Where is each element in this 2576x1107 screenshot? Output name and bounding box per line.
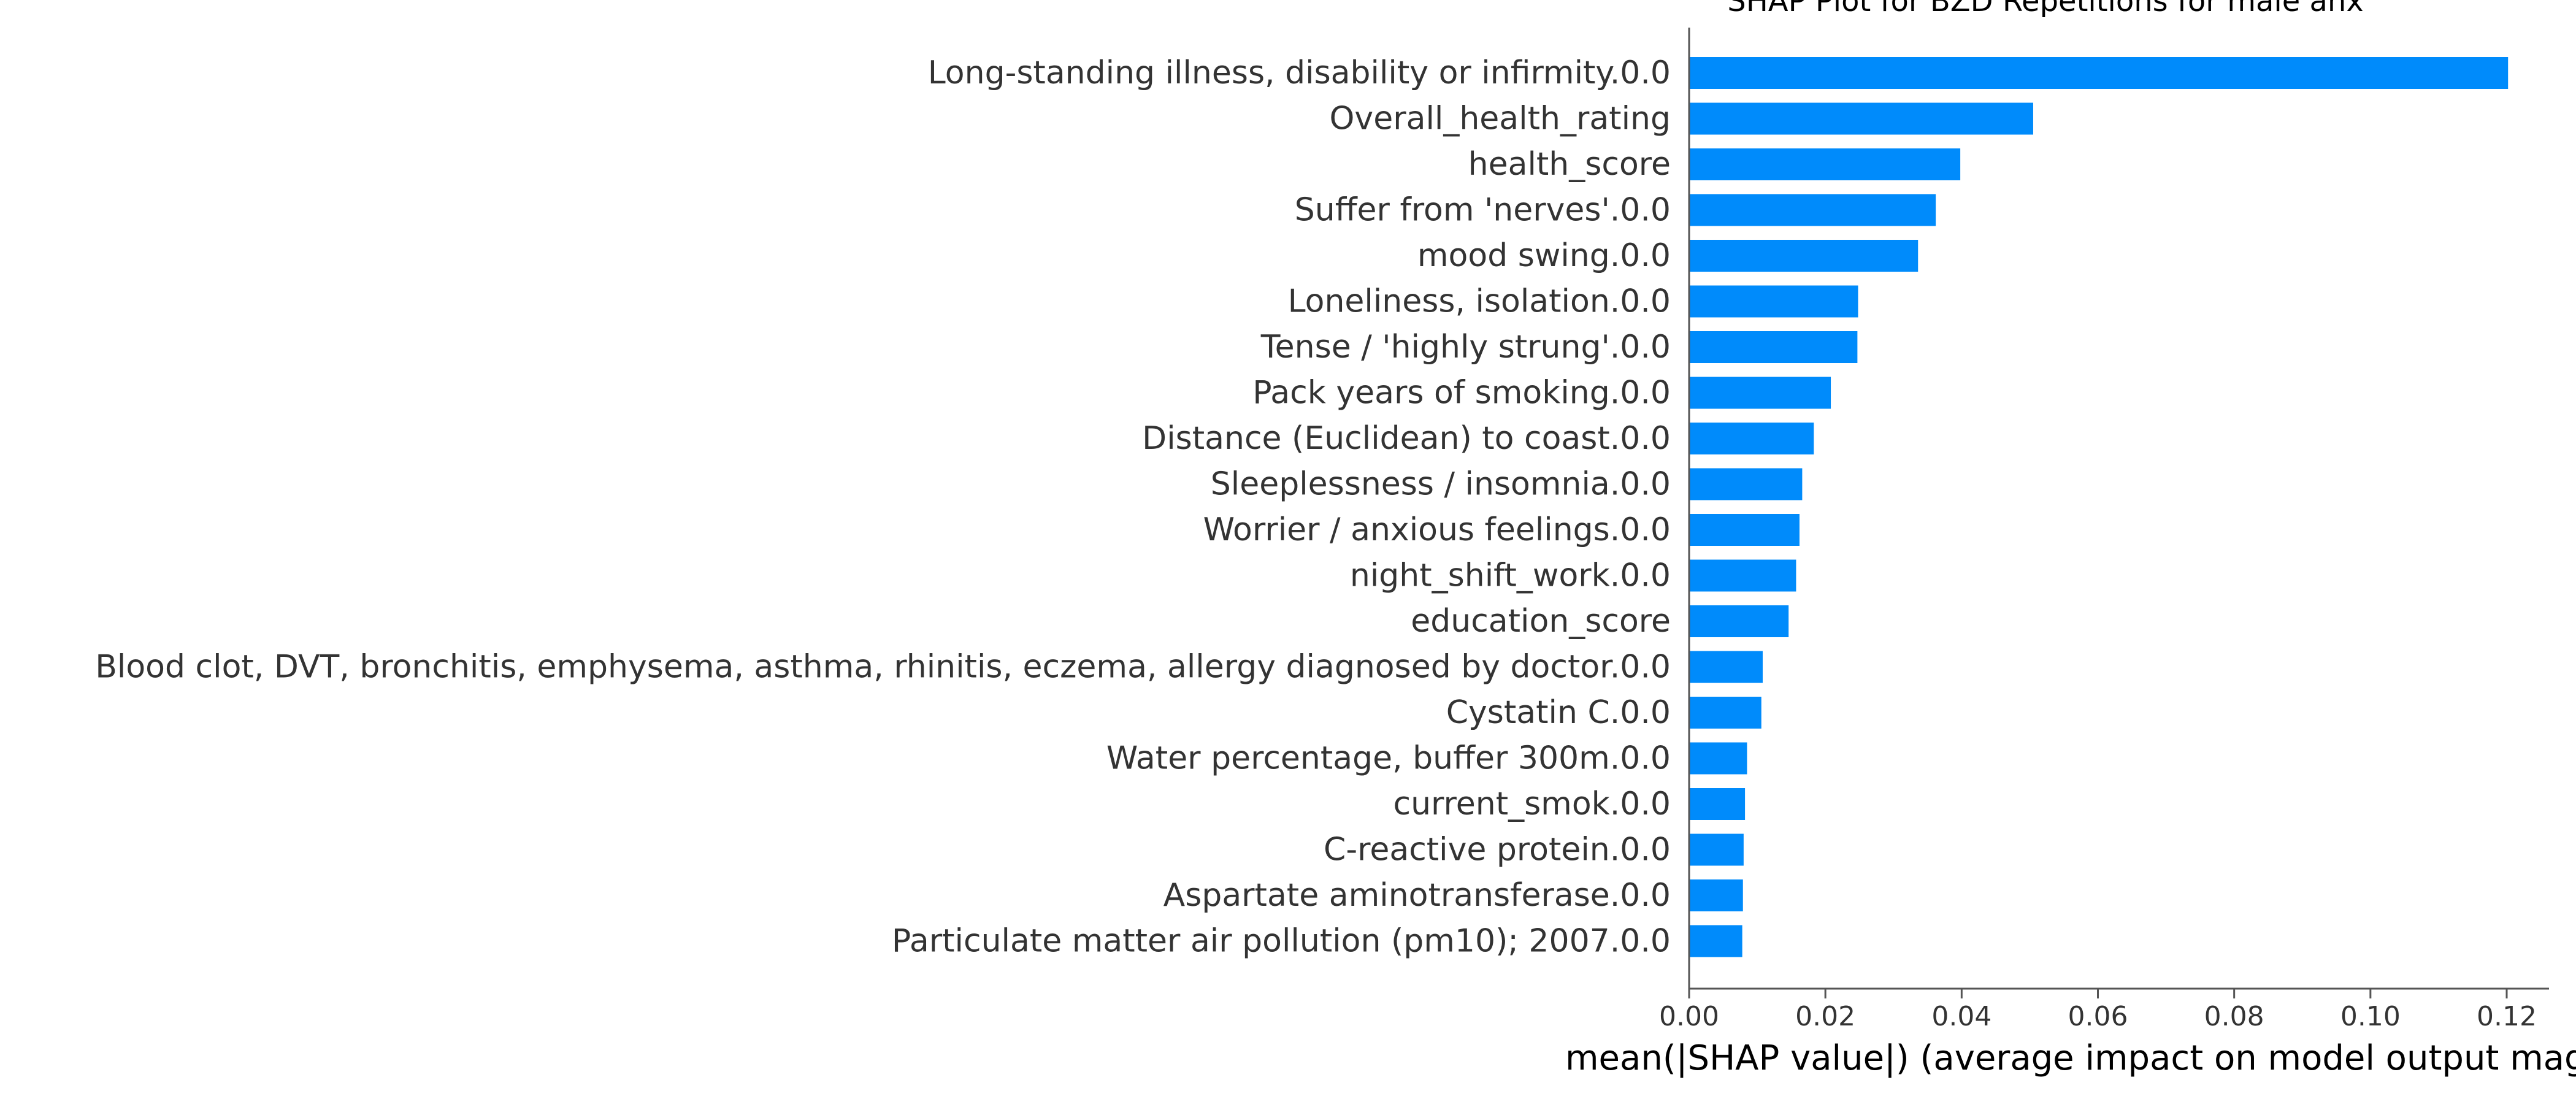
bar [1689, 742, 1747, 775]
y-tick-label: mood swing.0.0 [1417, 237, 1671, 274]
bar [1689, 377, 1831, 409]
bars-layer [1689, 57, 2509, 957]
y-tick-label: education_score [1411, 603, 1671, 640]
bar [1689, 57, 2509, 89]
bar [1689, 697, 1761, 729]
y-tick-label: Long-standing illness, disability or inf… [928, 55, 1671, 91]
y-tick-label: Particulate matter air pollution (pm10);… [892, 923, 1671, 960]
y-tick-label: night_shift_work.0.0 [1350, 557, 1671, 594]
y-tick-label: Blood clot, DVT, bronchitis, emphysema, … [95, 649, 1671, 686]
x-tick-label: 0.04 [1931, 1001, 1991, 1032]
y-tick-label: Distance (Euclidean) to coast.0.0 [1142, 420, 1671, 457]
y-tick-label: health_score [1468, 146, 1671, 183]
x-tick-label: 0.08 [2204, 1001, 2264, 1032]
y-tick-label: Aspartate aminotransferase.0.0 [1163, 877, 1671, 914]
y-tick-label: Tense / 'highly strung'.0.0 [1260, 329, 1671, 366]
y-tick-label: Overall_health_rating [1330, 101, 1671, 137]
y-tick-label: Suffer from 'nerves'.0.0 [1295, 192, 1671, 229]
x-ticks: 0.00 0.02 0.04 0.06 0.08 0.10 0.12 [1659, 989, 2537, 1032]
bar [1689, 331, 1858, 363]
bar [1689, 468, 1803, 500]
x-tick-label: 0.10 [2340, 1001, 2401, 1032]
y-tick-label: Pack years of smoking.0.0 [1252, 375, 1671, 412]
bar [1689, 240, 1919, 272]
bar [1689, 102, 2033, 135]
x-tick-label: 0.00 [1659, 1001, 1719, 1032]
y-tick-label: Sleeplessness / insomnia.0.0 [1211, 466, 1671, 503]
x-tick-label: 0.02 [1795, 1001, 1855, 1032]
y-tick-label: Loneliness, isolation.0.0 [1288, 283, 1671, 320]
bar [1689, 148, 1961, 180]
y-tick-labels: Long-standing illness, disability or inf… [95, 55, 1671, 960]
bar [1689, 651, 1763, 683]
y-tick-label: C-reactive protein.0.0 [1324, 832, 1671, 868]
y-tick-label: Water percentage, buffer 300m.0.0 [1106, 740, 1671, 777]
bar [1689, 833, 1744, 866]
bar [1689, 423, 1814, 454]
chart-title: SHAP Plot for BZD Repetitions for male a… [1727, 0, 2364, 18]
x-axis-label: mean(|SHAP value|) (average impact on mo… [1565, 1038, 2576, 1078]
bar [1689, 879, 1743, 911]
y-tick-label: Worrier / anxious feelings.0.0 [1203, 511, 1671, 548]
bar [1689, 605, 1789, 637]
bar [1689, 194, 1936, 226]
y-tick-label: Cystatin C.0.0 [1446, 694, 1671, 731]
bar [1689, 514, 1800, 546]
y-tick-label: current_smok.0.0 [1393, 786, 1671, 822]
bar [1689, 559, 1796, 592]
bar [1689, 285, 1858, 318]
x-tick-label: 0.06 [2068, 1001, 2128, 1032]
bar [1689, 788, 1746, 820]
bar [1689, 925, 1742, 957]
x-tick-label: 0.12 [2477, 1001, 2537, 1032]
